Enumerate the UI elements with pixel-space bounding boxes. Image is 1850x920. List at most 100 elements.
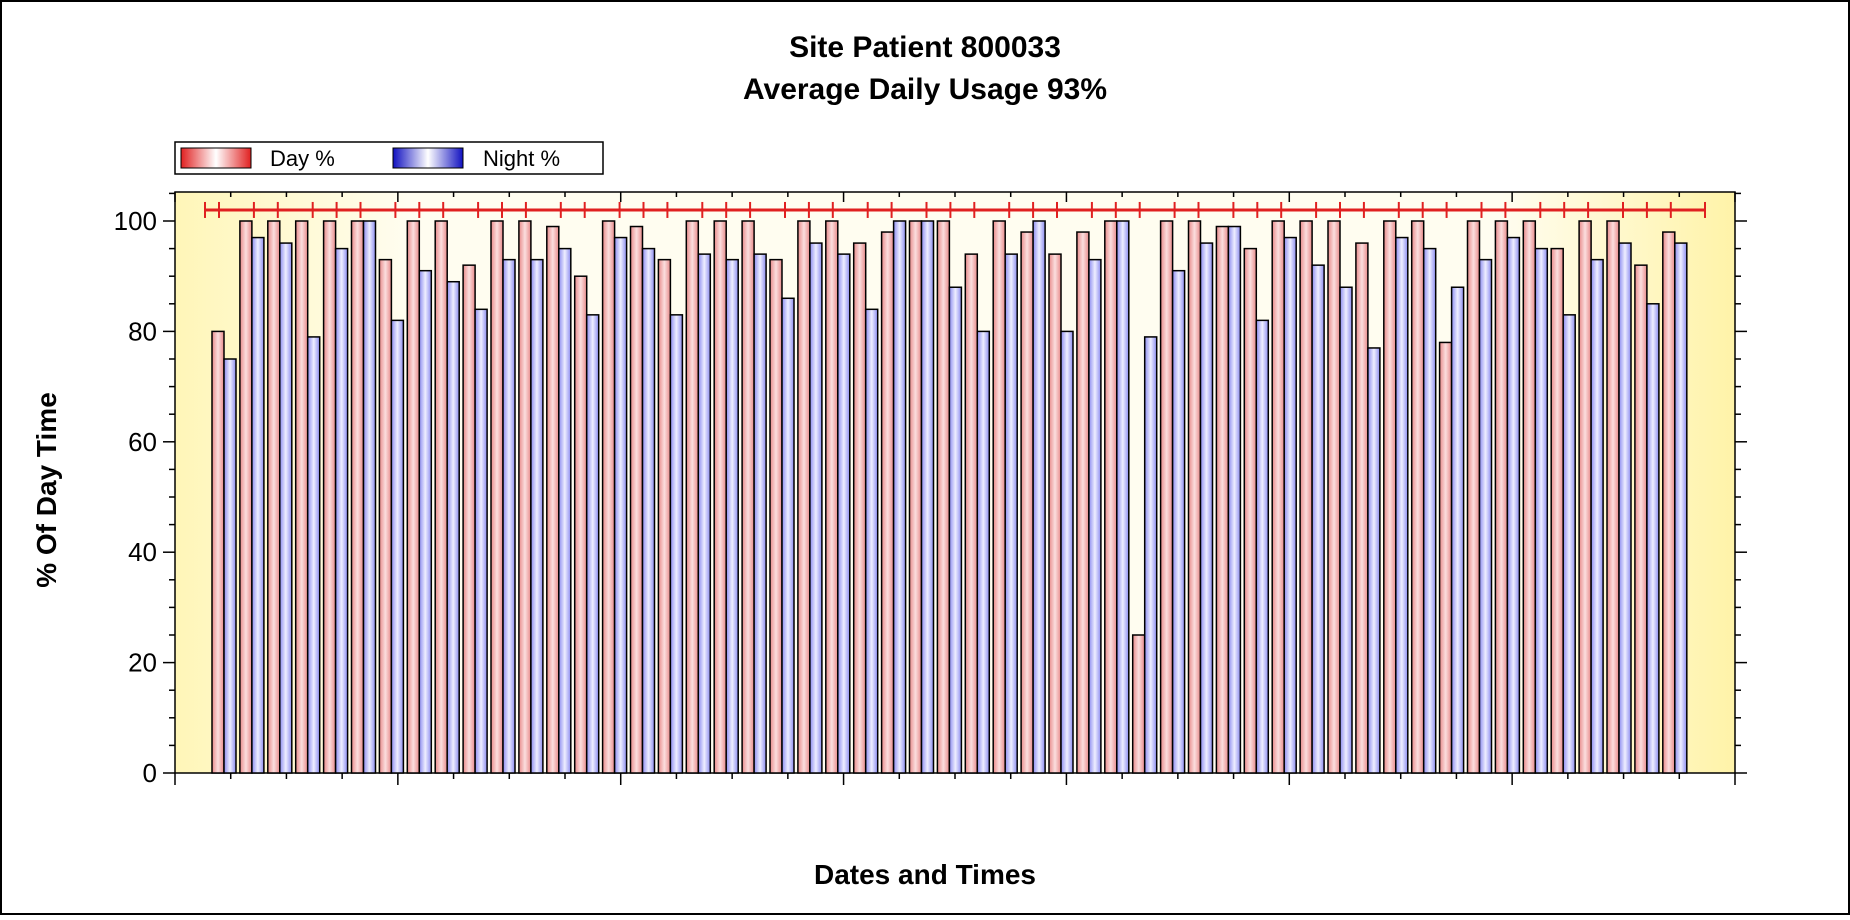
bar-night (1478, 258, 1493, 774)
bar-day (1327, 220, 1341, 774)
bar-day (1215, 225, 1230, 774)
bar-day (267, 220, 281, 774)
bar-day (1159, 220, 1174, 774)
bar-day (1466, 220, 1481, 774)
bar-night (362, 220, 377, 774)
bar-night (948, 286, 963, 774)
bar-day (1271, 220, 1285, 774)
bar-night (669, 314, 684, 774)
bar-day (992, 220, 1006, 774)
bar-night (1032, 220, 1046, 774)
bar-day (322, 220, 337, 774)
bar-night (1395, 236, 1409, 774)
y-tick-label: 80 (128, 316, 157, 346)
bar-night (1534, 247, 1549, 774)
bar-day (1662, 231, 1676, 774)
bar-night (1283, 236, 1297, 774)
bar-day (1243, 247, 1258, 774)
bar-night (1227, 225, 1242, 774)
bar-night (725, 258, 739, 774)
bar-night (558, 247, 572, 774)
bar-night (613, 236, 628, 774)
bar-day (797, 220, 811, 774)
bar-day (1522, 220, 1537, 774)
bar-night (781, 297, 795, 774)
bar-day (908, 220, 923, 774)
bar-night (697, 253, 712, 774)
y-axis-label: % Of Day Time (31, 392, 62, 588)
bar-day (546, 225, 560, 774)
bar-night (1450, 286, 1465, 774)
bar-night (864, 308, 879, 774)
bar-night (446, 280, 460, 774)
bar-day (239, 220, 253, 774)
bar-night (1339, 286, 1353, 774)
bar-day (378, 258, 393, 774)
legend: Day % Night % (174, 141, 604, 175)
bar-night (530, 258, 544, 774)
bar-day (1131, 634, 1146, 774)
bar-night (306, 336, 321, 774)
bar-day (1076, 231, 1090, 774)
bar-night (809, 242, 823, 774)
bar-day (713, 220, 727, 774)
bar-night (837, 253, 851, 774)
bar-night (1143, 336, 1158, 774)
bar-day (1187, 220, 1202, 774)
bar-night (1590, 258, 1604, 774)
bar-day (1438, 341, 1453, 774)
bar-day (880, 231, 895, 774)
bar-night (251, 236, 265, 774)
y-tick-label: 60 (128, 427, 157, 457)
bar-day (1104, 220, 1118, 774)
bar-day (518, 220, 532, 774)
bar-day (964, 253, 979, 774)
legend-label-night: Night % (483, 146, 560, 171)
y-tick-label: 100 (114, 206, 157, 236)
bar-night (474, 308, 488, 774)
bar-day (350, 220, 365, 774)
bar-day (769, 258, 783, 774)
bar-day (1355, 242, 1369, 774)
bar-day (1048, 253, 1062, 774)
legend-label-day: Day % (270, 146, 335, 171)
bar-night (1088, 258, 1102, 774)
bar-day (490, 220, 504, 774)
bar-day (1299, 220, 1313, 774)
bar-night (1422, 247, 1437, 774)
x-axis-label: Dates and Times (814, 859, 1036, 890)
bar-day (852, 242, 867, 774)
bar-night (641, 247, 656, 774)
bar-night (1311, 264, 1325, 774)
bar-day (434, 220, 448, 774)
bar-day (573, 275, 588, 774)
bar-day (406, 220, 421, 774)
bar-night (1199, 242, 1214, 774)
bar-day (462, 264, 476, 774)
bar-night (1367, 347, 1381, 774)
bar-day (1550, 247, 1564, 774)
bar-day (685, 220, 700, 774)
bar-night (892, 220, 907, 774)
bar-day (211, 330, 225, 774)
bar-night (418, 269, 433, 774)
bar-night (390, 319, 405, 774)
bar-day (294, 220, 309, 774)
y-tick-label: 0 (143, 758, 157, 788)
bar-day (1494, 220, 1509, 774)
y-tick-label: 40 (128, 537, 157, 567)
legend-swatch-day (180, 147, 252, 169)
bar-night (334, 247, 349, 774)
bar-day (601, 220, 616, 774)
bar-day (936, 220, 951, 774)
chart-title: Site Patient 800033 (789, 31, 1061, 64)
bar-night (1255, 319, 1270, 774)
bar-night (1646, 303, 1660, 774)
y-tick-label: 20 (128, 648, 157, 678)
bar-day (1383, 220, 1397, 774)
bar-night (1060, 330, 1074, 774)
bar-night (585, 314, 600, 774)
bar-day (1020, 231, 1034, 774)
bar-night (223, 358, 237, 774)
